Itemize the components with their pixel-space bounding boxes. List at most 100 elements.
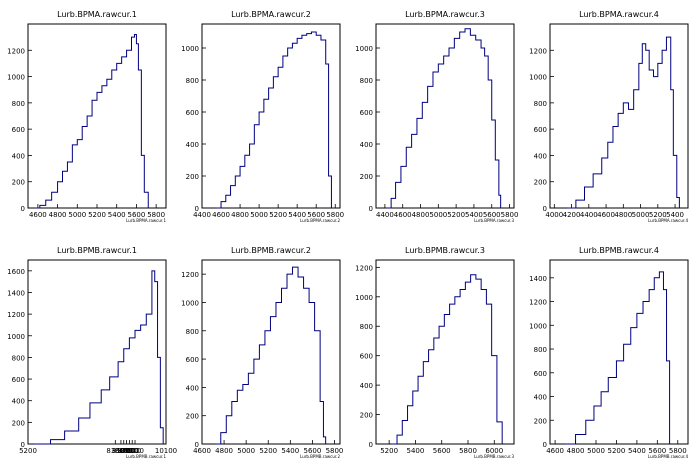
y-tick-label: 1200 (355, 264, 373, 272)
x-tick-label: 8700 (118, 447, 136, 455)
histogram-series (567, 36, 680, 209)
y-tick-label: 1000 (181, 45, 199, 53)
title-box (222, 242, 320, 256)
x-tick-label: 5200 (19, 447, 37, 455)
y-tick-label: 1000 (181, 299, 199, 307)
plot-frame (201, 259, 341, 445)
title-box (396, 242, 494, 256)
y-tick-label: 1000 (529, 322, 547, 330)
y-tick-label: 600 (186, 109, 199, 117)
y-tick-label: 0 (21, 205, 25, 213)
x-axis-label: Lurb.BPMB.rawcur.1 (126, 454, 166, 459)
x-tick-label: 5600 (483, 211, 501, 219)
x-tick-label: 5000 (250, 211, 268, 219)
y-tick-label: 600 (12, 376, 25, 384)
plot-frame (549, 259, 689, 445)
x-tick-label: 4400 (193, 211, 211, 219)
x-tick-label: 5200 (88, 211, 106, 219)
y-tick-label: 400 (186, 141, 199, 149)
histogram-panel: Lurb.BPMA.rawcur.4 0 200 400 600 800 1000 1200 4… (529, 6, 689, 223)
y-tick-label: 0 (195, 205, 199, 213)
x-axis-label: Lurb.BPMA.rawcur.2 (300, 218, 340, 223)
x-tick-label: 5200 (269, 211, 287, 219)
y-tick-label: 1200 (529, 47, 547, 55)
y-tick-label: 600 (12, 126, 25, 134)
x-tick-label: 8600 (115, 447, 133, 455)
y-tick-label: 1400 (529, 275, 547, 283)
histogram-series (565, 271, 671, 445)
y-tick-label: 1200 (529, 299, 547, 307)
x-tick-label: 8300 (106, 447, 124, 455)
y-tick-label: 400 (534, 152, 547, 160)
y-tick-label: 1000 (7, 74, 25, 82)
x-tick-label: 8800 (120, 447, 138, 455)
y-tick-label: 400 (360, 382, 373, 390)
histogram-series (386, 28, 502, 209)
y-tick-label: 0 (543, 205, 547, 213)
y-tick-label: 600 (534, 126, 547, 134)
y-tick-label: 1000 (7, 333, 25, 341)
y-tick-label: 800 (186, 77, 199, 85)
chart-title: Lurb.BPMB.rawcur.2 (231, 246, 311, 255)
x-tick-label: 4200 (563, 211, 581, 219)
y-tick-label: 1200 (7, 47, 25, 55)
x-tick-label: 5000 (237, 447, 255, 455)
y-tick-label: 0 (195, 441, 199, 449)
y-tick-label: 1400 (7, 289, 25, 297)
title-box (570, 242, 668, 256)
y-tick-label: 200 (12, 419, 25, 427)
y-tick-label: 400 (534, 394, 547, 402)
y-tick-label: 400 (360, 141, 373, 149)
x-tick-label: 5400 (407, 447, 425, 455)
y-tick-label: 200 (360, 412, 373, 420)
x-axis-label: Lurb.BPMB.rawcur.3 (474, 454, 514, 459)
x-tick-label: 5600 (648, 447, 666, 455)
x-tick-label: 4000 (545, 211, 563, 219)
x-tick-label: 4600 (193, 447, 211, 455)
x-tick-label: 5200 (608, 447, 626, 455)
x-tick-label: 4400 (376, 211, 394, 219)
y-tick-label: 200 (12, 179, 25, 187)
x-axis-label: Lurb.BPMB.rawcur.2 (300, 454, 340, 459)
x-tick-label: 5000 (587, 447, 605, 455)
plot-frame (27, 23, 167, 209)
histogram-panel: Lurb.BPMB.rawcur.3 0 200 400 600 800 1000 1200 5… (355, 242, 515, 459)
y-tick-label: 1000 (355, 294, 373, 302)
x-tick-label: 5400 (628, 447, 646, 455)
histogram-panel: Lurb.BPMB.rawcur.1 0 200 400 600 800 1000 1200 1… (7, 242, 177, 459)
y-tick-label: 1600 (7, 268, 25, 276)
x-tick-label: 5400 (281, 447, 299, 455)
x-tick-label: 4800 (567, 447, 585, 455)
plot-frame (549, 23, 689, 209)
y-tick-label: 200 (534, 179, 547, 187)
x-tick-label: 8900 (123, 447, 141, 455)
y-tick-label: 800 (360, 323, 373, 331)
x-tick-label: 5400 (108, 211, 126, 219)
histogram-series (391, 274, 503, 445)
x-tick-label: 4800 (231, 211, 249, 219)
y-tick-label: 0 (543, 441, 547, 449)
y-tick-label: 200 (534, 417, 547, 425)
histogram-series (33, 270, 164, 445)
title-box (570, 6, 668, 20)
y-tick-label: 0 (21, 441, 25, 449)
title-box (48, 242, 146, 256)
x-tick-label: 5800 (501, 211, 519, 219)
y-tick-label: 400 (12, 152, 25, 160)
plot-frame (27, 259, 167, 445)
x-tick-label: 5000 (429, 211, 447, 219)
y-tick-label: 600 (186, 356, 199, 364)
y-tick-label: 800 (12, 354, 25, 362)
y-tick-label: 200 (186, 413, 199, 421)
x-tick-label: 4800 (412, 211, 430, 219)
x-tick-label: 10100 (155, 447, 177, 455)
y-tick-label: 800 (534, 346, 547, 354)
y-tick-label: 800 (534, 100, 547, 108)
x-tick-label: 6000 (485, 447, 503, 455)
x-tick-label: 8500 (112, 447, 130, 455)
x-tick-label: 5000 (68, 211, 86, 219)
x-tick-label: 4800 (49, 211, 67, 219)
x-tick-label: 5600 (433, 447, 451, 455)
